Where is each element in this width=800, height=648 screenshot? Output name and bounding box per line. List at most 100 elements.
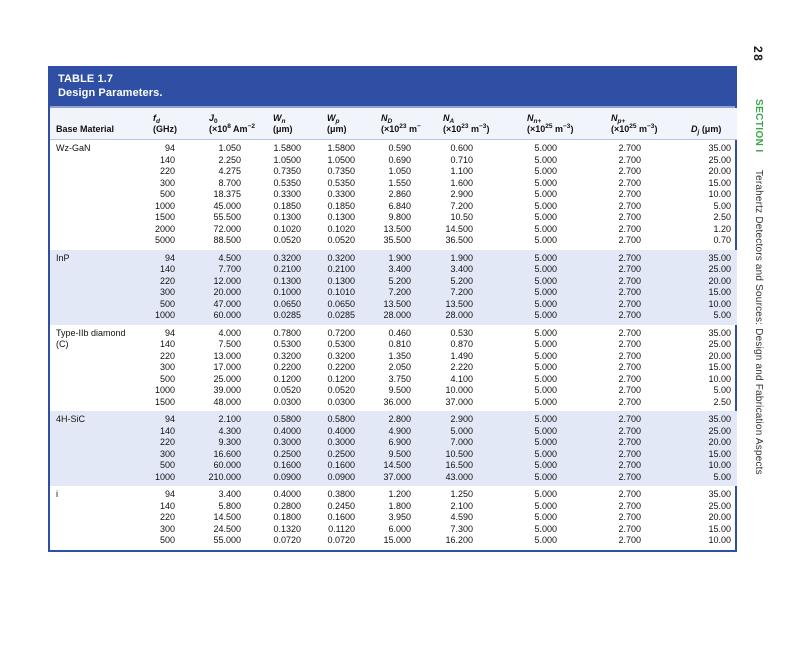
value-cell-wn: 0.4000 (273, 489, 301, 499)
value-cell-wn: 0.1600 (255, 460, 313, 472)
value-cell-dj: 10.00 (708, 189, 731, 199)
value-cell-na: 10.500 (421, 448, 505, 460)
value-cell-wn: 0.1850 (273, 200, 301, 211)
value-cell-nn: 5.000 (505, 460, 589, 472)
header-text-part: −2 (247, 123, 255, 130)
value-cell-np: 2.700 (618, 396, 641, 407)
value-cell-j0: 2.100 (187, 411, 255, 426)
value-cell-j0: 60.000 (187, 310, 255, 325)
header-text-part: (×10 (527, 123, 546, 134)
value-cell-fd: 94 (164, 327, 175, 338)
header-text-part: W (327, 113, 336, 123)
header-text-part: (×10 (611, 123, 630, 134)
material-cell: Wz-GaN (56, 143, 91, 153)
value-cell-nn: 5.000 (534, 200, 557, 211)
value-cell-j0: 210.000 (187, 471, 255, 486)
value-cell-np: 2.700 (589, 471, 673, 486)
table-row: 220 13.000 0.3200 0.3200 1.350 1.490 5.000 2.70… (50, 351, 737, 363)
page-number: 28 (751, 46, 765, 63)
value-cell-wn: 0.0520 (273, 385, 301, 395)
value-cell-fd: 94 (164, 489, 175, 499)
value-cell-dj: 20.00 (673, 275, 737, 287)
material-cell (50, 512, 137, 524)
material-cell (50, 189, 137, 201)
value-cell-nn: 5.000 (505, 437, 589, 449)
value-cell-na: 1.600 (450, 177, 473, 188)
material-cell (50, 178, 137, 190)
value-cell-wp: 0.1300 (327, 212, 355, 222)
section-title: Terahertz Detectors and Sources: Design … (753, 169, 764, 475)
value-cell-np: 2.700 (589, 298, 673, 310)
value-cell-np: 2.700 (589, 249, 673, 264)
value-cell-wn: 0.5800 (255, 411, 313, 426)
value-cell-wp: 0.0520 (327, 385, 355, 395)
material-cell (50, 351, 137, 363)
value-cell-nd: 15.000 (383, 535, 411, 545)
value-cell-wp: 0.1120 (328, 523, 355, 534)
design-parameters-table-card: TABLE 1.7 Design Parameters. Base Materi… (48, 66, 737, 552)
value-cell-wp: 0.2200 (327, 362, 355, 372)
value-cell-nd: 1.050 (388, 166, 411, 176)
value-cell-j0: 4.275 (218, 166, 241, 176)
header-text-part: p (335, 118, 340, 125)
value-cell-np: 2.700 (618, 235, 641, 245)
value-cell-nn: 5.000 (534, 512, 557, 522)
value-cell-wn: 0.1300 (255, 275, 313, 287)
value-cell-j0: 12.000 (187, 275, 255, 287)
header-text-part: D (691, 123, 698, 134)
value-cell-na: 7.000 (421, 437, 505, 449)
header-text-part: N (527, 113, 534, 123)
value-cell-fd: 220 (137, 275, 187, 287)
value-cell-dj: 20.00 (673, 437, 737, 449)
value-cell-na: 14.500 (445, 223, 473, 234)
value-cell-wp: 0.0900 (313, 471, 365, 486)
table-row: 300 8.700 0.5350 0.5350 1.550 1.600 5.000 2.700… (50, 178, 737, 190)
value-cell-wp: 0.0720 (327, 535, 355, 545)
value-cell-wp: 0.2450 (327, 500, 355, 511)
value-cell-na: 36.500 (445, 235, 473, 245)
value-cell-j0: 4.500 (187, 249, 255, 264)
value-cell-nd: 1.550 (388, 177, 411, 188)
value-cell-wn: 0.1300 (273, 212, 301, 222)
header-text-part: (μm) (327, 123, 347, 134)
value-cell-dj: 2.50 (713, 212, 731, 222)
value-cell-nn: 5.000 (505, 298, 589, 310)
table-row: 1000 210.000 0.0900 0.0900 37.000 43.000 5.000… (50, 471, 737, 486)
table-row: 500 55.000 0.0720 0.0720 15.000 16.200 5.000 2.… (50, 535, 737, 550)
value-cell-j0: 88.500 (213, 235, 241, 245)
value-cell-wn: 0.0520 (273, 235, 301, 245)
header-text-part: N (611, 113, 618, 123)
table-row: 500 25.000 0.1200 0.1200 3.750 4.100 5.000 2.70… (50, 374, 737, 386)
value-cell-nn: 5.000 (505, 310, 589, 325)
value-cell-fd: 94 (164, 143, 175, 153)
value-cell-nn: 5.000 (534, 362, 557, 372)
value-cell-wn: 0.0650 (255, 298, 313, 310)
value-cell-nd: 35.500 (383, 235, 411, 245)
header-text-part: (×10 (209, 123, 228, 134)
value-cell-np: 2.700 (618, 362, 641, 372)
material-cell: 4H-SiC (50, 411, 137, 426)
table-row: 140 7.700 0.2100 0.2100 3.400 3.400 5.000 2.700… (50, 264, 737, 276)
value-cell-dj: 25.00 (673, 425, 737, 437)
value-cell-np: 2.700 (618, 339, 641, 349)
value-cell-na: 4.590 (450, 512, 473, 522)
value-cell-fd: 2000 (154, 223, 175, 234)
value-cell-fd: 1000 (154, 200, 175, 211)
value-cell-fd: 140 (137, 264, 187, 276)
value-cell-dj: 2.50 (713, 396, 731, 407)
value-cell-np: 2.700 (589, 448, 673, 460)
value-cell-nd: 0.590 (388, 143, 411, 153)
value-cell-np: 2.700 (589, 411, 673, 426)
header-text-part: N (443, 113, 450, 123)
value-cell-dj: 15.00 (708, 523, 731, 534)
value-cell-na: 1.900 (421, 249, 505, 264)
value-cell-dj: 0.70 (713, 235, 731, 245)
value-cell-wn: 0.2200 (273, 362, 301, 372)
value-cell-np: 2.700 (589, 287, 673, 299)
value-cell-j0: 17.000 (213, 362, 241, 372)
value-cell-fd: 5000 (154, 235, 175, 245)
value-cell-wp: 0.5800 (313, 411, 365, 426)
table-row: 300 24.500 0.1320 0.1120 6.000 7.300 5.000 2.70… (50, 524, 737, 536)
value-cell-dj: 10.00 (708, 535, 731, 545)
